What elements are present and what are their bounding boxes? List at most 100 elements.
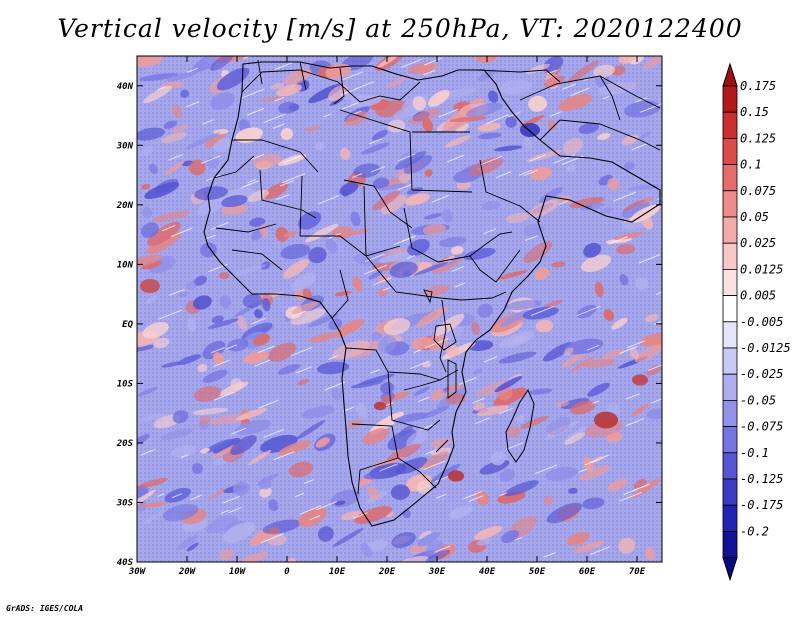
- rising-air-blob: [581, 254, 611, 273]
- sinking-air-blob: [646, 408, 662, 420]
- sinking-air-blob: [138, 73, 179, 81]
- colorbar-top-arrow: [722, 62, 738, 87]
- rising-air-blob: [380, 194, 407, 215]
- sinking-air-blob: [278, 101, 298, 114]
- sinking-air-blob: [210, 56, 234, 71]
- rising-air-blob: [137, 489, 156, 513]
- sinking-air-blob: [426, 540, 445, 556]
- rising-air-blob: [422, 117, 433, 132]
- sinking-air-blob: [494, 375, 523, 393]
- sinking-air-blob: [621, 201, 649, 218]
- rising-air-blob: [152, 210, 191, 223]
- rising-air-blob: [408, 62, 436, 75]
- colorbar-label: -0.05: [740, 393, 776, 407]
- neutral-streak: [500, 492, 507, 496]
- rising-air-blob: [362, 428, 390, 445]
- neutral-streak: [434, 545, 451, 553]
- neutral-streak: [423, 69, 436, 76]
- rising-air-blob: [259, 96, 286, 103]
- strong-core-blob: [374, 401, 386, 411]
- rising-air-blob: [369, 456, 406, 468]
- neutral-streak: [468, 495, 484, 502]
- rising-air-blob: [564, 432, 585, 445]
- lon-tick-label: 60E: [579, 567, 596, 577]
- rising-air-blob: [294, 289, 304, 301]
- lon-tick-label: 70E: [629, 567, 646, 577]
- neutral-streak: [495, 171, 512, 179]
- sinking-air-blob: [325, 238, 338, 254]
- rising-air-blob: [455, 123, 469, 133]
- rising-air-blob: [142, 322, 169, 339]
- rising-air-blob: [372, 190, 400, 211]
- sinking-air-blob: [191, 462, 203, 474]
- neutral-streak: [535, 464, 558, 475]
- rising-air-blob: [267, 342, 297, 362]
- neutral-streak: [562, 83, 577, 90]
- lat-tick-label: 20S: [116, 439, 134, 449]
- rising-air-blob: [146, 221, 181, 247]
- sinking-air-blob: [378, 335, 397, 353]
- lat-tick-label: 30S: [116, 498, 134, 508]
- sinking-air-blob: [163, 120, 178, 129]
- neutral-streak: [220, 509, 230, 514]
- neutral-streak: [546, 69, 557, 75]
- neutral-streak: [370, 369, 381, 374]
- rising-air-blob: [446, 344, 459, 357]
- colorbar-swatch: [722, 347, 738, 375]
- sinking-air-blob: [393, 412, 429, 423]
- sinking-air-blob: [232, 481, 250, 496]
- rising-air-blob: [367, 486, 380, 501]
- colorbar-swatch: [722, 216, 738, 244]
- rising-air-blob: [241, 552, 269, 562]
- map-ticks: [136, 56, 662, 563]
- colorbar-swatch: [722, 190, 738, 218]
- neutral-streak: [523, 169, 538, 177]
- sinking-air-blob: [187, 317, 196, 333]
- rising-air-blob: [583, 456, 594, 472]
- sinking-air-blob: [477, 303, 493, 318]
- country-borders: [213, 59, 541, 495]
- sinking-air-blob: [211, 315, 224, 324]
- sinking-air-blob: [144, 182, 180, 199]
- sinking-air-blob: [477, 538, 492, 546]
- neutral-streak: [258, 345, 275, 353]
- lon-tick-label: 30E: [428, 567, 446, 577]
- sinking-air-blob: [405, 430, 428, 449]
- grads-credit: GrADS: IGES/COLA: [6, 604, 84, 613]
- rising-air-blob: [369, 411, 404, 434]
- lat-tick-label: EQ: [122, 320, 133, 330]
- rising-air-blob: [563, 347, 574, 356]
- neutral-streak: [431, 194, 449, 203]
- sinking-air-blob: [563, 426, 588, 442]
- sinking-air-blob: [193, 275, 207, 286]
- neutral-streak: [324, 381, 346, 391]
- sinking-air-blob: [501, 530, 519, 544]
- neutral-streak: [549, 111, 562, 117]
- neutral-streak: [639, 103, 662, 113]
- sinking-air-blob: [378, 250, 418, 263]
- neutral-streak: [228, 506, 242, 514]
- rising-air-blob: [219, 272, 230, 280]
- neutral-streak: [231, 427, 247, 435]
- rising-air-blob: [471, 98, 485, 105]
- neutral-streak: [486, 114, 510, 124]
- neutral-streak: [354, 81, 375, 90]
- sinking-air-blob: [623, 161, 635, 171]
- rising-air-blob: [471, 321, 480, 335]
- rising-air-blob: [570, 400, 596, 415]
- rising-air-blob: [558, 94, 592, 112]
- sinking-air-blob: [430, 463, 461, 483]
- neutral-streak: [189, 494, 203, 501]
- lat-tick-label: 40N: [117, 82, 134, 92]
- sinking-air-blob: [627, 184, 660, 191]
- sinking-air-blob: [186, 542, 199, 552]
- rising-air-blob: [288, 461, 314, 478]
- rising-air-blob: [284, 68, 312, 86]
- colorbar-label: -0.175: [740, 498, 783, 512]
- rising-air-blob: [247, 190, 269, 202]
- neutral-streak: [543, 552, 556, 558]
- colorbar-swatch: [722, 531, 738, 559]
- rising-air-blob: [475, 490, 489, 506]
- neutral-streak: [393, 236, 413, 246]
- rising-air-blob: [477, 122, 501, 132]
